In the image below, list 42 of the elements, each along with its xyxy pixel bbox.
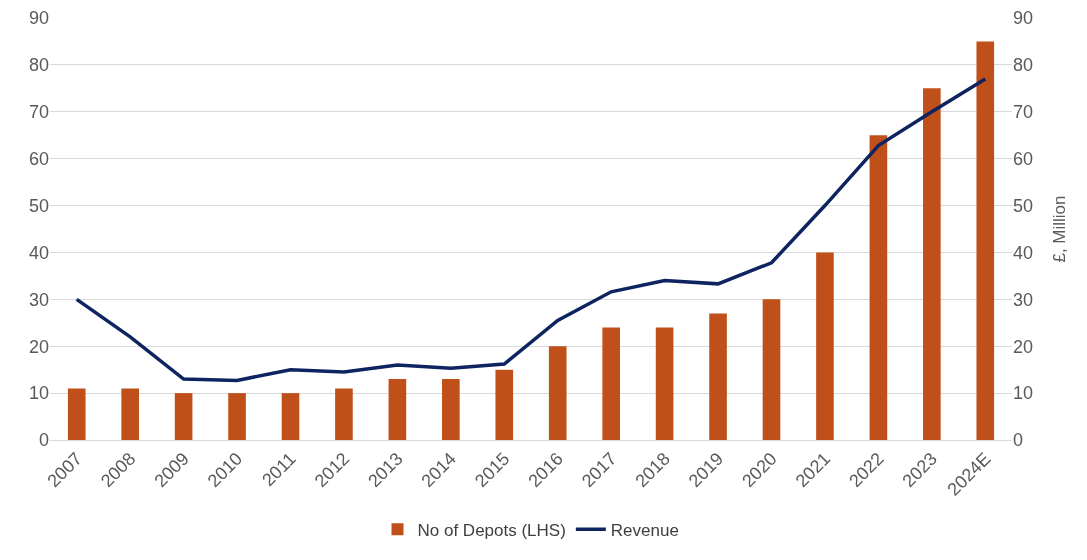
bar	[709, 313, 727, 440]
y2-axis-title: £, Million	[1049, 195, 1069, 263]
y-tick-label: 80	[28, 55, 49, 76]
bar	[228, 393, 246, 440]
bar	[869, 135, 888, 440]
bar	[174, 393, 193, 440]
bar	[67, 388, 86, 440]
y2-tick-label: 40	[1013, 242, 1034, 263]
y-tick-label: 50	[28, 195, 49, 216]
bar	[762, 299, 781, 440]
bar	[121, 388, 139, 440]
bar	[442, 379, 460, 440]
legend-label: No of Depots (LHS)	[417, 520, 566, 540]
line-series	[74, 77, 988, 383]
y2-tick-label: 30	[1013, 289, 1034, 310]
bar	[335, 388, 353, 440]
y2-tick-label: 60	[1013, 148, 1034, 169]
bar	[495, 369, 514, 440]
y-tick-label: 30	[28, 289, 49, 310]
y-tick-label: 20	[28, 336, 49, 357]
y2-tick-label: 70	[1013, 102, 1034, 123]
bar	[602, 327, 620, 440]
bar	[923, 88, 941, 440]
y-tick-label: 10	[28, 383, 49, 404]
y-tick-label: 90	[28, 8, 49, 29]
bar	[655, 327, 674, 440]
y2-tick-label: 50	[1013, 195, 1034, 216]
bar	[816, 252, 834, 440]
bar	[548, 346, 567, 440]
y-tick-label: 0	[38, 430, 49, 451]
y2-tick-label: 10	[1013, 383, 1034, 404]
y-tick-label: 60	[28, 148, 49, 169]
bar	[281, 393, 300, 440]
y-tick-label: 40	[28, 242, 49, 263]
bar	[388, 379, 407, 440]
y2-tick-label: 0	[1013, 430, 1024, 451]
legend-label: Revenue	[610, 520, 679, 540]
y2-tick-label: 80	[1013, 55, 1034, 76]
bar	[976, 41, 995, 440]
y2-tick-label: 20	[1013, 336, 1034, 357]
y-tick-label: 70	[28, 102, 49, 123]
y2-tick-label: 90	[1013, 8, 1034, 29]
